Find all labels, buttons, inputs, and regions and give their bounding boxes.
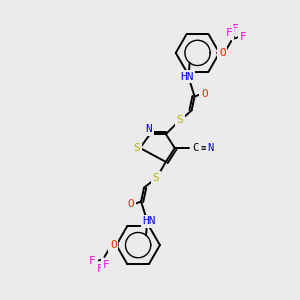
- Text: ≡: ≡: [200, 143, 207, 153]
- Text: F: F: [232, 24, 238, 34]
- Text: HN: HN: [142, 216, 156, 226]
- Text: F: F: [240, 32, 247, 42]
- Text: F: F: [89, 256, 96, 266]
- Text: O: O: [201, 88, 208, 98]
- Text: N: N: [207, 143, 214, 153]
- Text: F: F: [226, 28, 232, 38]
- Text: S: S: [176, 115, 183, 125]
- Text: O: O: [128, 200, 135, 209]
- Text: F: F: [97, 264, 104, 274]
- Text: S: S: [134, 143, 140, 153]
- Text: O: O: [219, 48, 226, 58]
- Text: O: O: [110, 240, 117, 250]
- Text: C: C: [192, 143, 199, 153]
- Text: HN: HN: [180, 72, 194, 82]
- Text: F: F: [103, 260, 110, 270]
- Text: N: N: [146, 124, 152, 134]
- Text: S: S: [153, 173, 159, 183]
